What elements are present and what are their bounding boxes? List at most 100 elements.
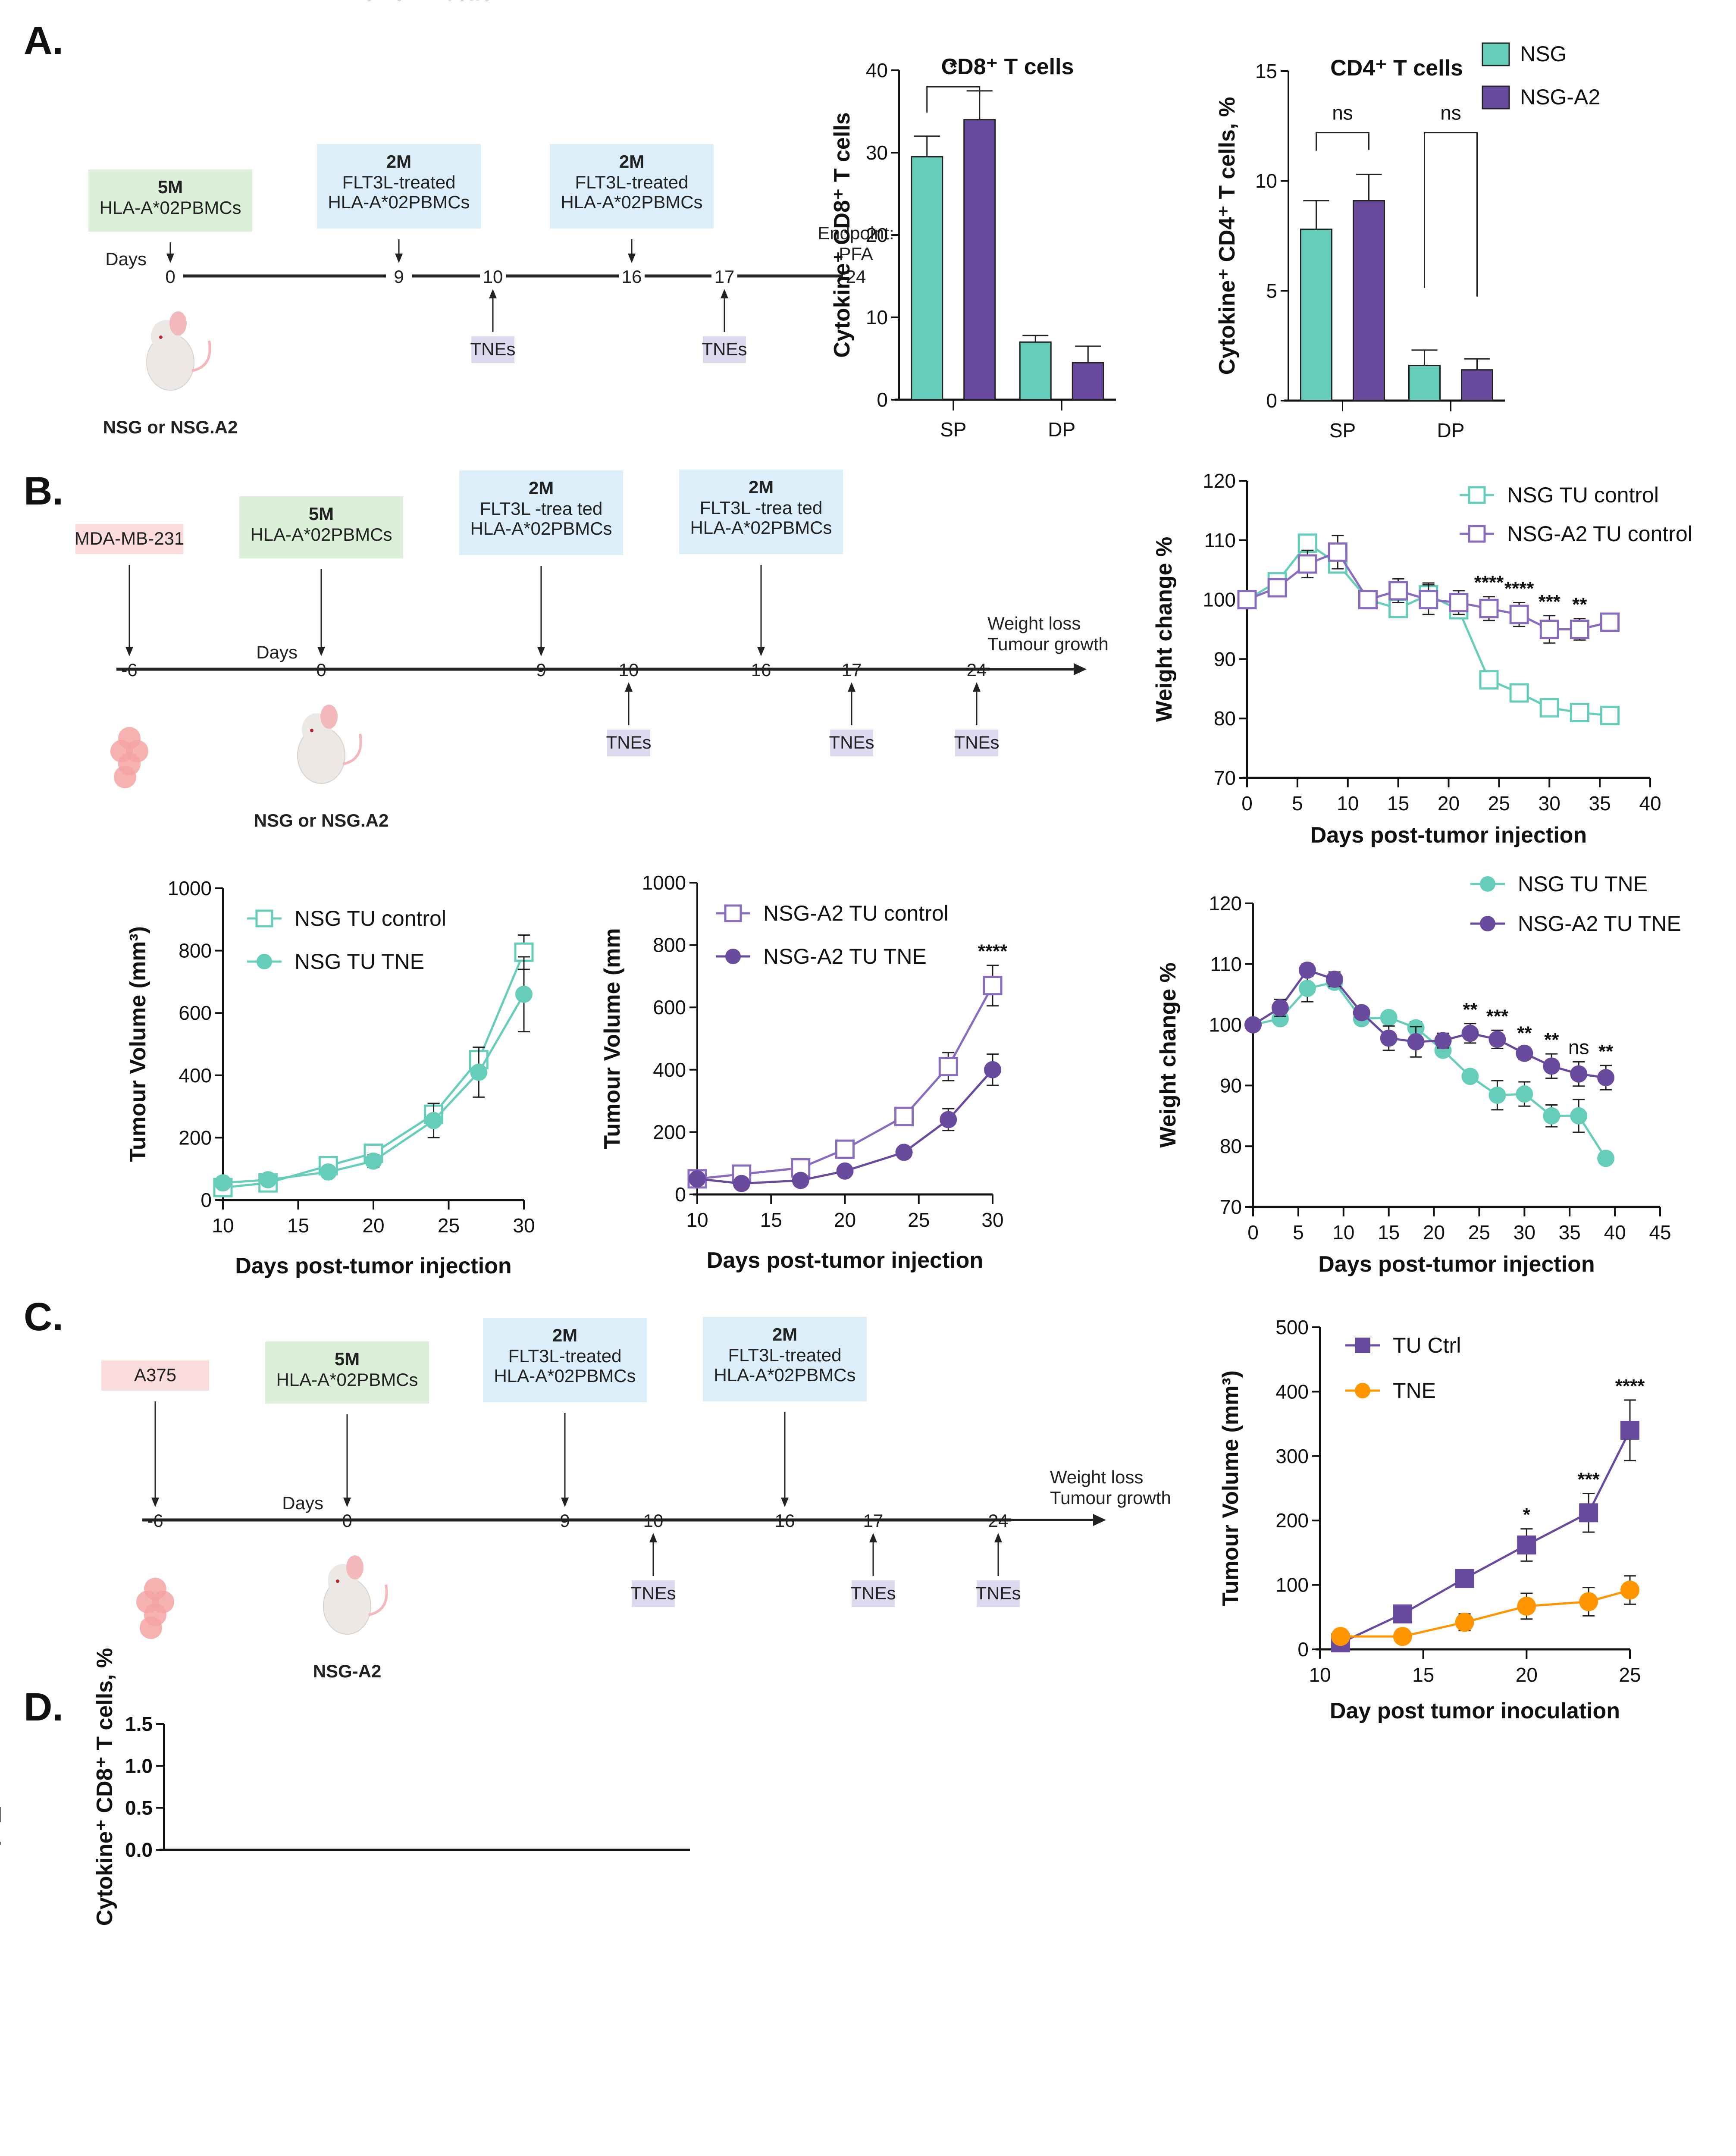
pbmc-dose-box (265, 1341, 429, 1404)
endpoint-label: Weight loss (1050, 1467, 1143, 1487)
open-square-marker (1237, 590, 1257, 610)
tne-label: TNEs (954, 732, 1000, 752)
legend-panel-a: NSG NSG-A2 (1482, 42, 1600, 110)
circle-marker (1298, 980, 1316, 997)
tne-label: TNEs (976, 1583, 1021, 1603)
significance-label: ns (1332, 102, 1353, 124)
y-tick-label: 400 (179, 1064, 212, 1087)
bar-nsg-a2 (963, 119, 996, 401)
circle-marker (792, 1172, 809, 1189)
y-tick-label: 1.0 (125, 1755, 153, 1777)
dose-label: HLA-A*02PBMCs (99, 197, 241, 218)
open-square-marker (1539, 620, 1559, 639)
tumor-cells-icon (136, 1578, 174, 1639)
y-tick-label: 500 (1275, 1316, 1309, 1338)
y-tick-label: 10 (866, 306, 888, 329)
open-square-marker (1509, 605, 1529, 624)
y-tick-label: 100 (1275, 1574, 1309, 1596)
arrow-right-icon (1074, 663, 1087, 675)
arrow-down-icon (343, 1498, 351, 1507)
arrow-right-icon (1093, 1514, 1106, 1526)
open-square-marker (1570, 702, 1589, 722)
significance-label: *** (1577, 1469, 1600, 1490)
y-tick-label: 1000 (168, 877, 212, 899)
x-tick-label: 5 (1292, 792, 1303, 815)
timeline-day-label: 16 (622, 266, 642, 287)
tne-box (607, 730, 650, 756)
open-square-marker (255, 909, 273, 928)
dose-label: FLT3L-treated (508, 1346, 621, 1366)
x-tick-label: 20 (1423, 1221, 1445, 1244)
chart-B_weight_ctrl: 70 80 90 100 110 120 Weight change % 0 5 10 15 20 25… (1152, 470, 1692, 848)
panel-letter-a: A. (24, 19, 63, 63)
square-marker (1355, 1338, 1370, 1353)
mouse-eye (159, 335, 163, 339)
arrow-up-icon (625, 682, 633, 692)
circle-marker (1579, 1592, 1598, 1611)
circle-marker (515, 985, 533, 1003)
tne-label: TNEs (606, 732, 652, 752)
tne-box (977, 1580, 1020, 1607)
circle-marker (470, 1063, 488, 1081)
mouse-tail (191, 340, 211, 372)
circle-marker (365, 1152, 382, 1170)
arrow-up-icon (994, 1533, 1002, 1542)
dose-label: HLA-A*02PBMCs (561, 192, 702, 212)
significance-label: * (949, 57, 957, 78)
open-square-marker (724, 904, 742, 922)
dose-title: 2M (619, 151, 644, 172)
mouse-strain-label: NSG-A2 (313, 1661, 382, 1681)
bar-nsg (1019, 341, 1052, 401)
y-tick-label: 10 (1255, 170, 1277, 192)
dose-label: FLT3L -trea ted (480, 498, 603, 519)
x-tick-label: 30 (1539, 792, 1561, 815)
x-tick-label: 5 (1293, 1221, 1304, 1244)
arrow-down-icon (561, 1498, 569, 1507)
circle-marker (214, 1174, 232, 1192)
x-tick-label: 15 (287, 1214, 309, 1237)
circle-marker (1543, 1057, 1561, 1075)
timeline-day-label: 0 (165, 266, 175, 287)
legend-swatch (1482, 85, 1510, 110)
tne-box (703, 336, 746, 363)
circle-marker (1271, 999, 1289, 1017)
dose-title: 5M (335, 1349, 360, 1369)
y-tick-label: 110 (1210, 953, 1242, 975)
endpoint-label: PFA (839, 244, 873, 264)
dose-title: 2M (386, 151, 411, 172)
y-tick-label: 600 (179, 1002, 212, 1024)
circle-marker (940, 1111, 957, 1128)
arrow-down-icon (781, 1498, 789, 1507)
mouse-ear (169, 311, 187, 335)
circle-marker (1393, 1627, 1412, 1646)
y-tick-label: 40 (866, 59, 888, 81)
arrow-down-icon (125, 647, 133, 656)
circle-marker (1355, 1383, 1370, 1398)
y-tick-label: 0.0 (125, 1839, 153, 1861)
endpoint-label: Endpoint: (818, 223, 894, 243)
y-tick-label: 5 (1266, 279, 1277, 302)
y-tick-label: 120 (1203, 470, 1236, 492)
y-tick-label: 0 (1297, 1638, 1309, 1661)
circle-marker (1480, 876, 1495, 892)
legend-swatch (1482, 42, 1510, 66)
arrow-down-icon (395, 254, 403, 263)
dose-title: 2M (552, 1325, 577, 1345)
endpoint-label: Tumour growth (1050, 1488, 1171, 1508)
x-tick-label: 30 (981, 1209, 1003, 1231)
significance-label: **** (978, 941, 1008, 962)
open-square-marker (1600, 612, 1620, 632)
mouse-eye (336, 1579, 339, 1583)
open-square-marker (1509, 683, 1529, 703)
significance-label: * (1523, 1504, 1531, 1526)
open-square-marker (1479, 670, 1499, 690)
y-tick-label: 0 (1266, 389, 1277, 412)
x-tick-label: 20 (362, 1214, 384, 1237)
timeline-day-label: 17 (714, 266, 735, 287)
x-axis-label: Day post tumor inoculation (1330, 1698, 1620, 1724)
open-square-marker (1600, 705, 1620, 725)
significance-label: ** (1463, 999, 1478, 1020)
x-tick-label: 35 (1559, 1221, 1581, 1244)
open-square-marker (1449, 592, 1469, 612)
